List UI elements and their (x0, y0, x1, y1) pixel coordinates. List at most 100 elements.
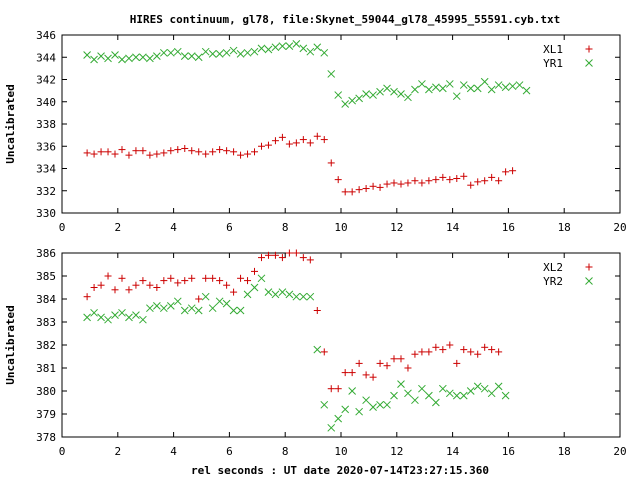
data-point (459, 81, 468, 89)
data-point (118, 55, 126, 64)
data-point (299, 136, 307, 144)
cross-b (466, 387, 475, 395)
data-point (432, 343, 440, 351)
cross-b (201, 47, 210, 56)
x-tick-label: 20 (613, 221, 626, 234)
data-point (244, 150, 252, 158)
cross-b (285, 290, 294, 299)
data-point (418, 348, 426, 356)
cross-b (418, 80, 426, 88)
cross-b (104, 54, 112, 63)
cross-b (271, 290, 280, 299)
data-point (195, 148, 203, 156)
cross-b (173, 297, 182, 306)
data-point (181, 277, 189, 285)
cross-b (159, 304, 168, 313)
data-point (460, 172, 468, 180)
legend-label: XL1 (543, 43, 563, 56)
data-point (181, 144, 189, 152)
cross-b (508, 82, 517, 91)
data-point (97, 313, 105, 322)
series-XL1 (83, 132, 517, 196)
cross-b (222, 299, 231, 308)
data-point (383, 180, 391, 188)
data-point (222, 299, 231, 308)
data-point (188, 147, 196, 155)
data-point (292, 139, 300, 147)
cross-b (250, 283, 259, 292)
data-point (362, 185, 370, 193)
data-point (292, 292, 301, 301)
cross-b (445, 389, 454, 398)
data-point (118, 308, 126, 317)
data-point (230, 148, 238, 156)
cross-b (90, 55, 98, 64)
data-point (167, 147, 175, 155)
cross-b (264, 45, 273, 54)
cross-b (438, 84, 447, 93)
cross-b (215, 50, 224, 58)
y-tick-label: 346 (36, 29, 56, 42)
data-point (153, 150, 161, 158)
cross-b (362, 90, 370, 98)
x-tick-label: 8 (282, 445, 289, 458)
data-point (292, 40, 301, 48)
cross-b (236, 306, 245, 315)
cross-b (522, 86, 531, 95)
data-point (139, 147, 147, 155)
data-point (146, 304, 154, 313)
data-point (111, 51, 119, 59)
data-point (195, 295, 203, 303)
cross-b (585, 277, 593, 285)
data-point (111, 150, 119, 158)
legend-label: YR1 (543, 57, 563, 70)
data-point (411, 350, 419, 358)
cross-b (299, 292, 308, 301)
x-tick-label: 6 (226, 445, 233, 458)
cross-b (306, 292, 315, 301)
data-point (390, 355, 398, 363)
cross-b (292, 40, 301, 48)
cross-b (327, 423, 336, 432)
cross-b (473, 382, 482, 391)
data-point (243, 290, 252, 299)
data-point (104, 272, 112, 280)
data-point (404, 389, 412, 398)
data-point (383, 84, 391, 93)
cross-b (313, 345, 322, 354)
cross-b (146, 54, 154, 63)
cross-b (445, 80, 454, 88)
data-point (111, 311, 119, 319)
cross-b (362, 396, 370, 405)
data-point (173, 47, 182, 56)
cross-b (250, 47, 259, 56)
data-point (390, 391, 398, 400)
panels: 0 2 4 6 8 10 12 14 16 18 2033033233433633834034234… (4, 29, 627, 458)
data-point (481, 177, 489, 185)
data-point (348, 387, 357, 395)
data-point (383, 362, 391, 370)
cross-b (383, 84, 391, 93)
data-point (236, 50, 245, 58)
data-point (271, 290, 280, 299)
data-point (432, 83, 440, 92)
data-point (509, 167, 517, 175)
cross-b (466, 84, 475, 93)
cross-b (327, 70, 336, 78)
cross-b (229, 46, 238, 55)
cross-b (355, 407, 363, 416)
data-point (166, 302, 175, 310)
data-point (208, 304, 217, 313)
data-point (467, 348, 475, 356)
data-point (139, 277, 147, 285)
data-point (187, 52, 196, 60)
data-point (320, 348, 328, 356)
cross-b (201, 292, 210, 301)
cross-b (473, 84, 482, 93)
x-tick-label: 18 (558, 445, 571, 458)
panel-2: 0 2 4 6 8 10 12 14 16 18 20 378 379 380 381 382 383 384 38… (4, 247, 627, 458)
data-point (425, 348, 433, 356)
legend-label: YR2 (543, 275, 563, 288)
data-point (376, 87, 384, 96)
data-point (369, 182, 377, 190)
